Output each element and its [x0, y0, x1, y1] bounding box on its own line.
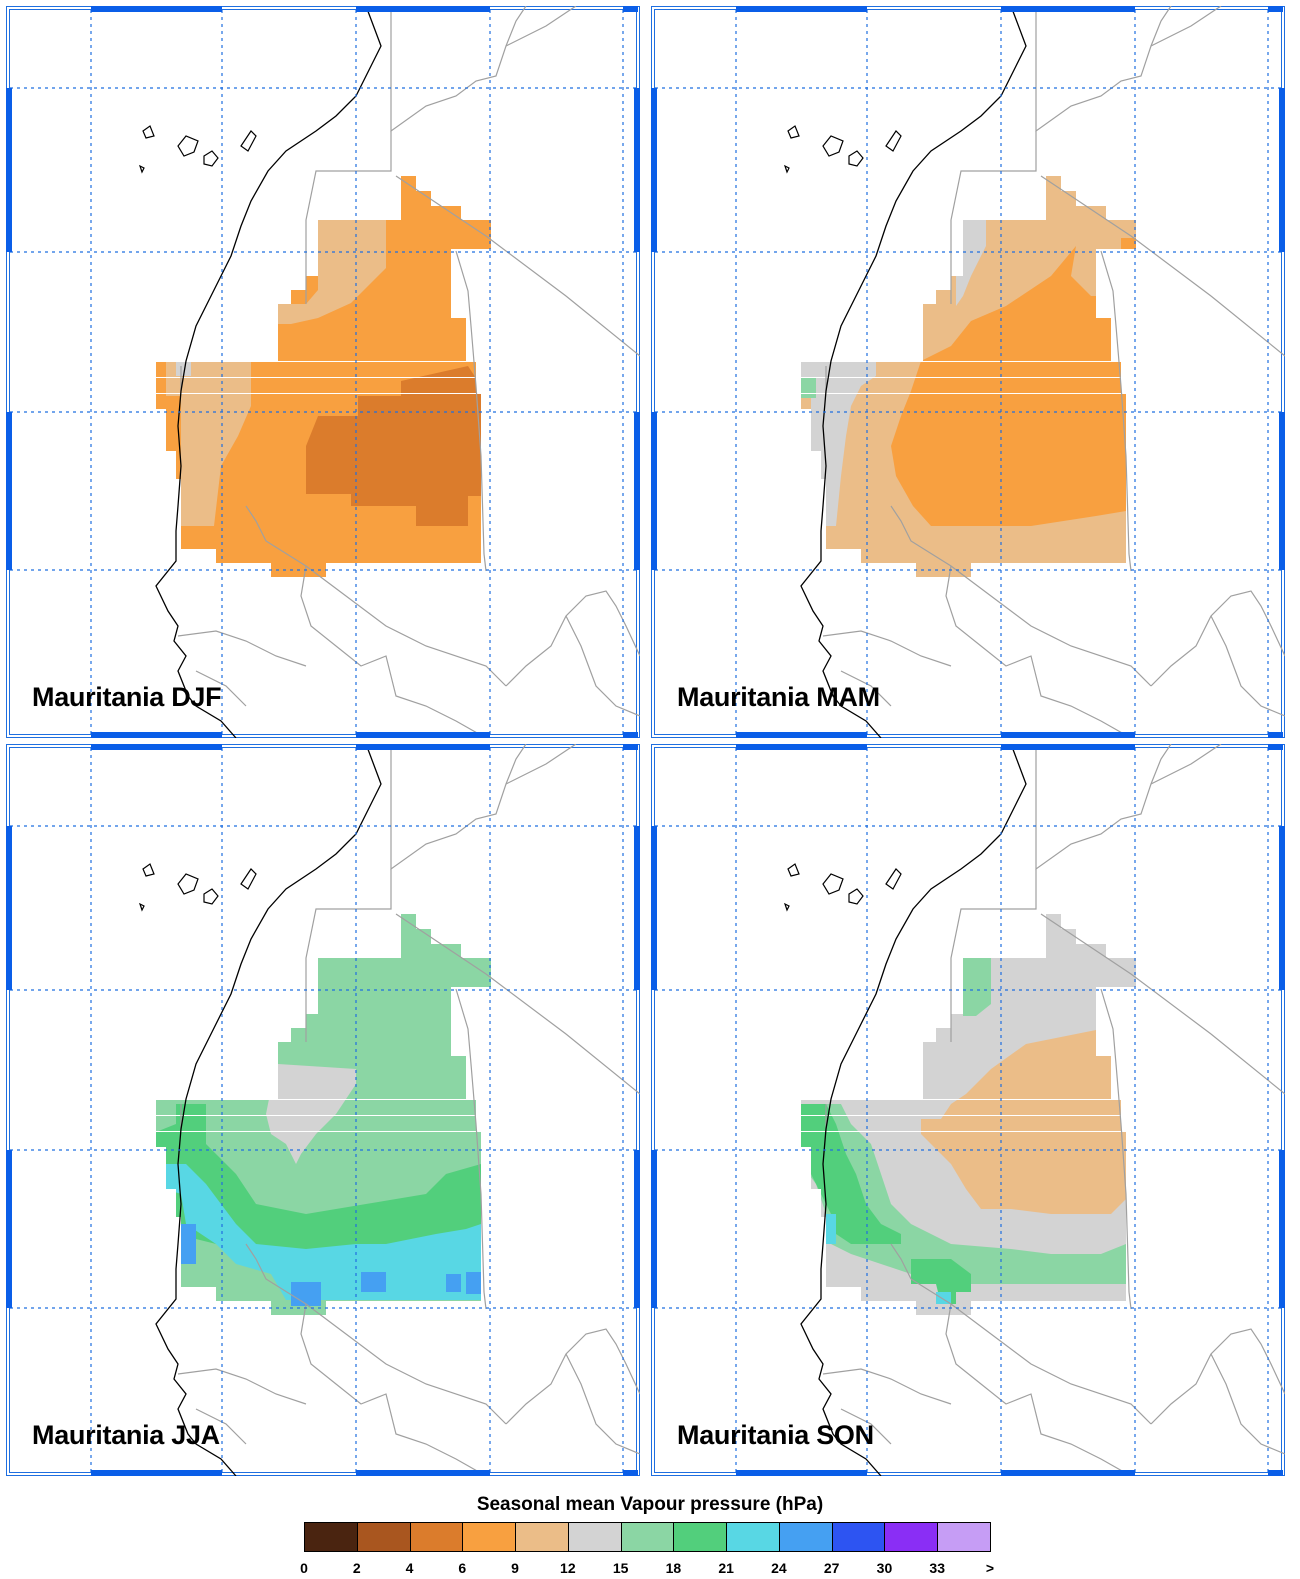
panel-djf: Mauritania DJF	[6, 6, 640, 738]
legend-tick-label: >	[985, 1560, 995, 1576]
legend-tick-label: 33	[929, 1560, 945, 1576]
legend-tick-label: 2	[352, 1560, 361, 1576]
legend-swatch	[726, 1522, 780, 1552]
legend-tick-label: 30	[876, 1560, 893, 1576]
vapour-field-djf	[156, 176, 491, 577]
coastline	[155, 744, 382, 1476]
panel-title-son: Mauritania SON	[677, 1420, 874, 1450]
legend-swatch	[884, 1522, 939, 1552]
map-mam	[651, 6, 1285, 738]
legend-tick-label: 21	[718, 1560, 734, 1576]
coastline	[800, 744, 1027, 1476]
legend-swatch	[515, 1522, 569, 1552]
legend-swatch	[620, 1522, 675, 1552]
legend-swatch	[778, 1522, 833, 1552]
vapour-field-son	[801, 914, 1136, 1315]
legend-title: Seasonal mean Vapour pressure (hPa)	[476, 1494, 824, 1515]
legend-swatch	[831, 1522, 886, 1552]
legend-swatch	[409, 1522, 464, 1552]
legend-swatch	[462, 1522, 517, 1552]
legend-tick-label: 0	[300, 1560, 308, 1576]
coastline	[800, 6, 1027, 738]
map-djf	[6, 6, 640, 738]
legend-tick-label: 4	[405, 1560, 414, 1576]
map-son	[651, 744, 1285, 1476]
legend-swatch	[937, 1522, 991, 1552]
legend-swatch	[673, 1522, 728, 1552]
legend-tick-label: 12	[560, 1560, 576, 1576]
panel-title-jja: Mauritania JJA	[32, 1420, 220, 1450]
legend-swatch	[567, 1522, 622, 1552]
legend-tick-label: 24	[771, 1560, 787, 1576]
panel-mam: Mauritania MAM	[651, 6, 1285, 738]
vapour-field-mam	[801, 176, 1136, 577]
panel-title-djf: Mauritania DJF	[32, 682, 222, 712]
legend-tick-label: 9	[511, 1560, 519, 1576]
legend-tick-label: 18	[665, 1560, 682, 1576]
panel-jja: Mauritania JJA	[6, 744, 640, 1476]
legend-tick-label: 6	[458, 1560, 467, 1576]
legend-swatch	[356, 1522, 411, 1552]
panel-title-mam: Mauritania MAM	[677, 682, 880, 712]
legend-tick-label: 27	[823, 1560, 840, 1576]
map-jja	[6, 744, 640, 1476]
panel-son: Mauritania SON	[651, 744, 1285, 1476]
legend-swatch	[304, 1522, 358, 1552]
legend-tick-label: 15	[612, 1560, 629, 1576]
vapour-field-jja	[156, 914, 491, 1315]
legend-colorbar	[304, 1522, 996, 1556]
coastline	[155, 6, 382, 738]
